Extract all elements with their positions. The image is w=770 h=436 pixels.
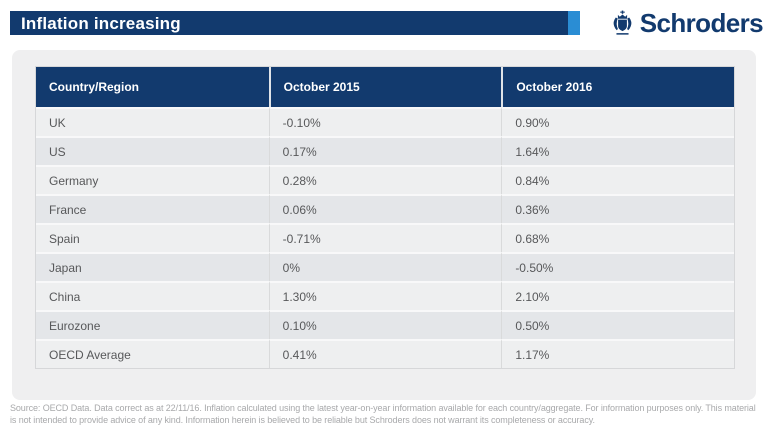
value-cell-2015: 0.41% (268, 339, 502, 368)
table-row: US 0.17% 1.64% (36, 136, 734, 165)
table-row: UK -0.10% 0.90% (36, 107, 734, 136)
value-cell-2016: 0.36% (501, 194, 734, 223)
schroders-crest-icon (611, 10, 634, 37)
region-cell: France (36, 194, 269, 223)
table-row: France 0.06% 0.36% (36, 194, 734, 223)
value-cell-2015: 0.28% (268, 165, 502, 194)
table-row: China 1.30% 2.10% (36, 281, 734, 310)
region-cell: China (36, 281, 269, 310)
value-cell-2016: 0.68% (501, 223, 734, 252)
value-cell-2016: 1.17% (501, 339, 734, 368)
value-cell-2015: -0.71% (268, 223, 502, 252)
value-cell-2015: 0.10% (268, 310, 502, 339)
value-cell-2015: 0% (268, 252, 502, 281)
table-row: Spain -0.71% 0.68% (36, 223, 734, 252)
title-bar-accent (568, 11, 580, 35)
value-cell-2015: 0.06% (268, 194, 502, 223)
column-header-oct-2015: October 2015 (268, 67, 502, 107)
value-cell-2016: 0.84% (501, 165, 734, 194)
value-cell-2016: 1.64% (501, 136, 734, 165)
brand-wordmark: Schroders (639, 8, 764, 38)
value-cell-2015: 1.30% (268, 281, 502, 310)
region-cell: Spain (36, 223, 269, 252)
source-disclaimer: Source: OECD Data. Data correct as at 22… (10, 403, 756, 425)
value-cell-2016: 0.90% (501, 107, 734, 136)
region-cell: US (36, 136, 269, 165)
table-row: Japan 0% -0.50% (36, 252, 734, 281)
region-cell: Eurozone (36, 310, 269, 339)
inflation-table: Country/Region October 2015 October 2016… (35, 66, 735, 369)
content-panel: Country/Region October 2015 October 2016… (12, 50, 756, 400)
region-cell: Germany (36, 165, 269, 194)
page-title: Inflation increasing (21, 13, 181, 33)
region-cell: UK (36, 107, 269, 136)
value-cell-2016: -0.50% (501, 252, 734, 281)
value-cell-2016: 2.10% (501, 281, 734, 310)
column-header-region: Country/Region (36, 67, 269, 107)
title-bar: Inflation increasing (10, 11, 568, 35)
value-cell-2016: 0.50% (501, 310, 734, 339)
table-row: OECD Average 0.41% 1.17% (36, 339, 734, 368)
value-cell-2015: 0.17% (268, 136, 502, 165)
region-cell: OECD Average (36, 339, 269, 368)
value-cell-2015: -0.10% (268, 107, 502, 136)
table-row: Germany 0.28% 0.84% (36, 165, 734, 194)
region-cell: Japan (36, 252, 269, 281)
table-header-row: Country/Region October 2015 October 2016 (36, 67, 734, 107)
brand-logo: Schroders (611, 8, 764, 38)
column-header-oct-2016: October 2016 (501, 67, 734, 107)
table-row: Eurozone 0.10% 0.50% (36, 310, 734, 339)
